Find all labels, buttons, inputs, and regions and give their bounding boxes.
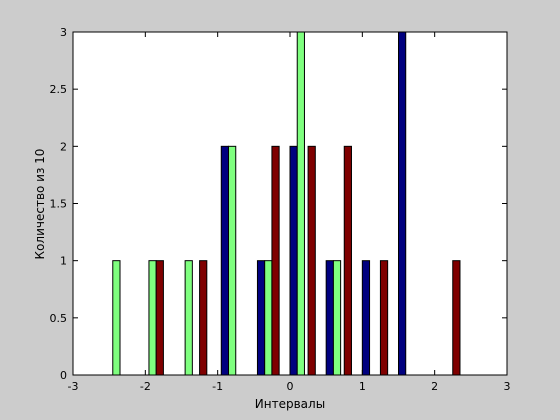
bar-series-1-2 <box>256 260 266 376</box>
bar-series-2-3 <box>184 260 193 376</box>
bar-series-3-3 <box>271 145 280 376</box>
bar-series-2-2 <box>148 260 157 376</box>
bar-series-1-3 <box>289 145 298 376</box>
x-tick-label: 1 <box>359 380 366 393</box>
y-tick-label: 2 <box>60 140 67 153</box>
y-tick-label: 2.5 <box>50 83 68 96</box>
ticks-layer: -3 -2 -1 0 1 2 3 0 0.5 1 1.5 2 2.5 3 <box>50 26 511 393</box>
x-tick-label: -1 <box>212 380 223 393</box>
x-axis-label: Интервалы <box>255 397 325 411</box>
x-tick-label: 2 <box>431 380 438 393</box>
y-tick-label: 0 <box>60 369 67 382</box>
bar-series-3-2 <box>199 260 208 376</box>
y-tick-label: 0.5 <box>50 312 68 325</box>
y-tick-label: 1 <box>60 255 67 268</box>
x-tick-label: 3 <box>504 380 511 393</box>
bar-series-2-6 <box>296 31 305 376</box>
y-axis-label: Количество из 10 <box>33 149 47 260</box>
bar-series-2-7 <box>332 260 342 376</box>
bar-series-1-4 <box>325 260 334 376</box>
y-tick-label: 3 <box>60 26 67 39</box>
y-tick-label: 1.5 <box>50 198 68 211</box>
bar-series-2-1 <box>112 260 121 376</box>
bar-series-3-1 <box>155 260 164 376</box>
bar-series-3-7 <box>452 260 461 376</box>
x-tick-label: -2 <box>140 380 151 393</box>
bar-series-1-6 <box>398 31 407 376</box>
bar-series-3-6 <box>379 260 389 376</box>
bar-series-2-4 <box>228 145 237 376</box>
x-tick-label: -3 <box>68 380 79 393</box>
x-tick-label: 0 <box>287 380 294 393</box>
bar-series-1-1 <box>220 145 230 376</box>
bar-series-3-5 <box>343 145 352 376</box>
bar-series-3-4 <box>307 145 316 376</box>
bar-series-2-5 <box>264 260 273 376</box>
bar-series-1-5 <box>361 260 371 376</box>
